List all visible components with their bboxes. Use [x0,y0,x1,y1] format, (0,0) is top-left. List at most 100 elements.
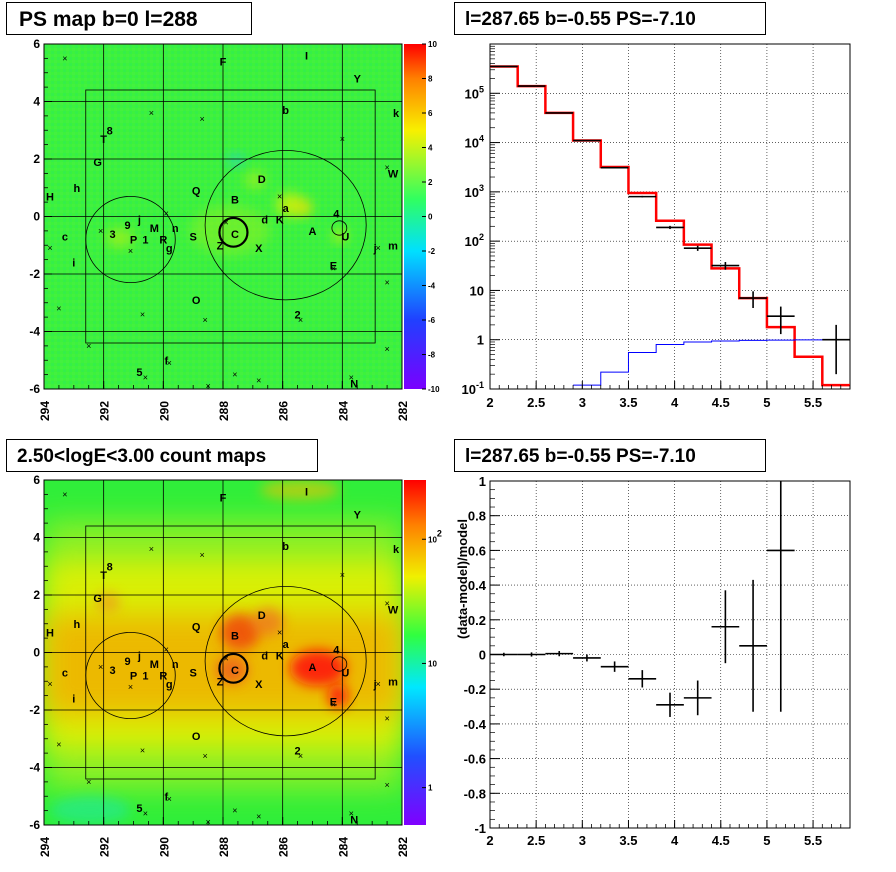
catalog-source-marker: × [277,627,282,637]
x-tick-label: 288 [217,837,231,857]
colorbar-tick-label: 4 [428,144,433,153]
y-tick-label: 4 [33,531,40,545]
y-tick-label: 0.4 [468,578,487,593]
y-tick-label: 105 [465,84,484,101]
x-tick-label: 294 [38,401,52,421]
source-label: C [231,229,239,241]
catalog-source-marker: × [232,806,237,816]
source-label: R [159,235,167,247]
catalog-source-marker: × [128,246,133,256]
catalog-source-marker: × [384,163,389,173]
source-label: T [100,570,107,582]
source-label: G [93,157,102,169]
source-label: 5 [136,803,142,815]
source-label: T [100,134,107,146]
y-tick-label: 6 [33,473,40,487]
source-circle [331,656,348,672]
source-label: k [393,544,400,556]
source-label: N [350,814,358,826]
spectrum-title: l=287.65 b=-0.55 PS=-7.10 [454,2,766,35]
catalog-source-marker: × [149,544,154,554]
catalog-source-marker: × [47,243,52,253]
catalog-source-marker: × [164,645,169,655]
source-label: D [258,174,266,186]
x-tick-label: 288 [217,401,231,421]
catalog-source-marker: × [256,375,261,385]
count-colorbar [404,480,426,825]
count-map-title: 2.50<logE<3.00 count maps [6,439,318,472]
x-tick-label: 4.5 [712,395,730,410]
y-tick-label: -6 [29,818,40,832]
y-tick-label: 1 [477,333,484,348]
x-tick-label: 2 [486,833,493,848]
catalog-source-marker: × [331,699,336,709]
residual-title: l=287.65 b=-0.55 PS=-7.10 [454,439,766,472]
catalog-source-marker: × [384,344,389,354]
source-label: Y [354,510,362,522]
catalog-source-marker: × [143,809,148,819]
source-label: a [283,639,290,651]
catalog-source-marker: × [256,811,261,821]
source-label: 3 [110,665,116,677]
colorbar-tick-label: 2 [428,178,433,187]
source-label: n [172,223,179,235]
source-label: j [137,650,141,662]
source-label: 1 [142,671,148,683]
source-label: b [282,105,289,117]
y-tick-label: 4 [33,95,40,109]
y-tick-label: -1 [474,821,486,836]
y-tick-label: 2 [33,152,40,166]
source-label: S [189,668,196,680]
y-tick-label: 2 [33,588,40,602]
source-label: 8 [107,561,113,573]
x-tick-label: 2 [486,395,493,410]
catalog-source-marker: × [62,53,67,63]
source-label: R [159,671,167,683]
catalog-source-marker: × [167,358,172,368]
source-label: 8 [107,125,113,137]
y-tick-label: -0.2 [464,682,486,697]
catalog-source-marker: × [62,489,67,499]
x-tick-label: 292 [98,401,112,421]
source-label: P [130,671,137,683]
x-tick-label: 284 [336,401,350,421]
catalog-source-marker: × [277,191,282,201]
x-tick-label: 3.5 [619,833,637,848]
source-label: g [166,679,173,691]
extended-source-circle [204,585,367,737]
residual-panel: 2 2.5 3 3.5 4 4.5 5 5.5 1 0.8 0.6 0.4 0.2 0 -0.2 -0.4 -0… [455,474,851,848]
source-label: E [330,696,337,708]
roi-box [85,525,376,780]
residual-y-axis-label: (data-model)/model [455,519,470,639]
source-label: X [255,679,263,691]
source-label: 1 [142,235,148,247]
x-tick-label: 3 [579,395,586,410]
source-label: Q [192,186,201,198]
ps-map-panel: ××××××××××××××××××××××××××FIYbkT8GWhDHQB… [29,37,440,421]
test-position-circle [218,652,249,684]
x-tick-label: 286 [277,837,291,857]
x-tick-label: 282 [396,401,410,421]
extended-source-circle [85,631,176,720]
colorbar-tick-label: -4 [428,282,436,291]
source-label: O [192,731,201,743]
catalog-source-marker: × [98,226,103,236]
source-label: d [261,650,268,662]
catalog-source-marker: × [164,209,169,219]
y-tick-label: -4 [29,325,40,339]
source-label: N [350,378,358,390]
x-tick-label: 5.5 [804,833,822,848]
source-label: 2 [295,309,301,321]
y-tick-label: 0 [479,648,486,663]
source-label: F [220,492,227,504]
y-tick-label: -6 [29,382,40,396]
source-label: d [261,214,268,226]
source-label: W [388,604,399,616]
colorbar-tick-label: 6 [428,109,433,118]
catalog-source-marker: × [98,662,103,672]
catalog-source-marker: × [140,745,145,755]
colorbar-tick-label: 1 [428,784,433,793]
catalog-source-marker: × [384,599,389,609]
catalog-source-marker: × [199,550,204,560]
